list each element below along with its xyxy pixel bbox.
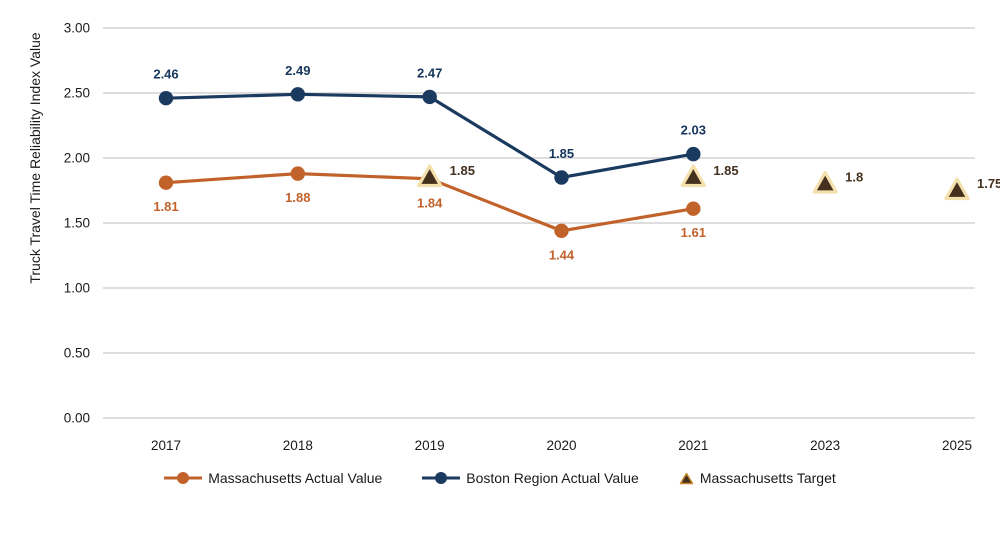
data-label-boston-region-actual-value-2019: 2.47 — [417, 65, 442, 80]
data-point-massachusetts-actual-value-2017 — [158, 175, 174, 190]
x-tick-label: 2020 — [546, 438, 576, 453]
x-tick-label: 2019 — [415, 438, 445, 453]
legend-label: Boston Region Actual Value — [466, 470, 639, 486]
y-tick-label: 0.50 — [64, 346, 90, 361]
legend-item-massachusetts-actual-value: Massachusetts Actual Value — [164, 470, 382, 486]
data-label-massachusetts-target-2025: 1.75 — [977, 176, 1000, 191]
y-tick-label: 1.00 — [64, 281, 90, 296]
data-label-boston-region-actual-value-2020: 1.85 — [549, 146, 574, 161]
data-point-massachusetts-actual-value-2018 — [290, 166, 306, 181]
data-label-boston-region-actual-value-2021: 2.03 — [681, 123, 706, 138]
x-tick-label: 2023 — [810, 438, 840, 453]
x-tick-label: 2018 — [283, 438, 313, 453]
x-tick-label: 2021 — [678, 438, 708, 453]
data-label-massachusetts-actual-value-2019: 1.84 — [417, 195, 443, 210]
data-point-boston-region-actual-value-2017 — [158, 91, 174, 106]
chart-legend: Massachusetts Actual Value Boston Region… — [0, 470, 1000, 486]
data-label-massachusetts-actual-value-2017: 1.81 — [153, 199, 178, 214]
legend-item-boston-region-actual-value: Boston Region Actual Value — [422, 470, 639, 486]
x-tick-label: 2025 — [942, 438, 972, 453]
line-circle-marker-icon — [422, 472, 461, 484]
target-marker-2023 — [812, 170, 838, 194]
data-label-boston-region-actual-value-2017: 2.46 — [153, 67, 178, 82]
y-tick-label: 3.00 — [64, 21, 90, 36]
triangle-marker-icon — [679, 472, 694, 484]
legend-label: Massachusetts Target — [699, 470, 836, 486]
legend-item-massachusetts-target: Massachusetts Target — [679, 470, 836, 486]
y-tick-label: 1.50 — [64, 216, 90, 231]
data-point-boston-region-actual-value-2021 — [686, 146, 701, 162]
data-point-massachusetts-actual-value-2021 — [686, 201, 701, 216]
data-label-massachusetts-target-2019: 1.85 — [450, 163, 475, 178]
line-circle-marker-icon — [164, 472, 203, 484]
data-label-massachusetts-actual-value-2018: 1.88 — [285, 190, 310, 205]
target-marker-2019 — [417, 164, 443, 188]
y-tick-label: 2.50 — [64, 86, 90, 101]
data-label-massachusetts-actual-value-2021: 1.61 — [681, 225, 706, 240]
x-tick-label: 2017 — [151, 438, 181, 453]
y-tick-label: 2.00 — [64, 151, 90, 166]
data-label-massachusetts-target-2023: 1.8 — [845, 170, 863, 185]
target-marker-2021 — [680, 164, 706, 188]
data-point-boston-region-actual-value-2018 — [290, 87, 306, 102]
data-point-massachusetts-actual-value-2020 — [554, 223, 569, 238]
data-label-massachusetts-target-2021: 1.85 — [713, 163, 738, 178]
data-point-boston-region-actual-value-2019 — [422, 89, 437, 105]
data-point-boston-region-actual-value-2020 — [554, 170, 569, 185]
legend-label: Massachusetts Actual Value — [208, 470, 383, 486]
target-marker-2025 — [944, 177, 970, 201]
data-label-massachusetts-actual-value-2020: 1.44 — [549, 247, 575, 262]
data-label-boston-region-actual-value-2018: 2.49 — [285, 63, 310, 78]
y-tick-label: 0.00 — [64, 411, 90, 426]
